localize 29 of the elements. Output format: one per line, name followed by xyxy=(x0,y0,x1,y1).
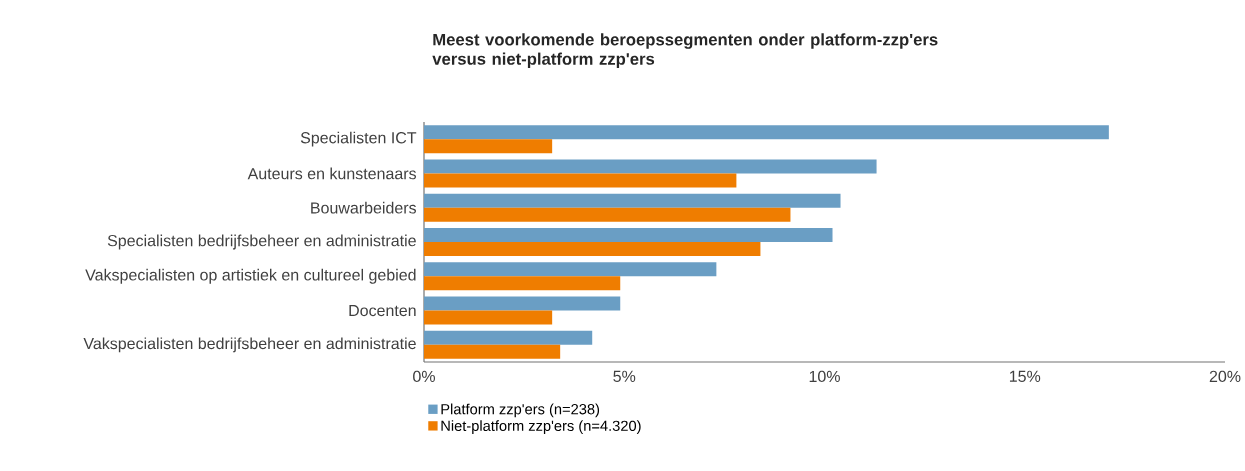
y-tick-label: Bouwarbeiders xyxy=(311,201,417,214)
x-tick-label: 0% xyxy=(413,370,435,383)
y-tick-label: Docenten xyxy=(349,305,416,317)
bar xyxy=(424,173,737,188)
y-tick-label: Vakspecialisten op artistiek en cultureel gebied xyxy=(85,268,416,284)
bar xyxy=(424,330,593,345)
bar xyxy=(424,193,841,208)
legend-label: Niet-platform zzp'ers (n=4.320) xyxy=(441,420,641,434)
y-tick-label: Specialisten ICT xyxy=(300,131,417,147)
y-tick-label: Vakspecialisten bedrijfsbeheer en administratie xyxy=(83,337,416,353)
bar xyxy=(424,262,717,277)
bar xyxy=(424,125,1109,140)
y-tick-label: Specialisten bedrijfsbeheer en administratie xyxy=(107,234,416,250)
bar xyxy=(424,242,761,256)
legend-label: Platform zzp'ers (n=238) xyxy=(441,403,600,418)
x-tick-label: 10% xyxy=(809,370,840,383)
x-tick-label: 5% xyxy=(613,370,636,382)
bar xyxy=(424,228,833,242)
x-tick-label: 20% xyxy=(1209,370,1241,383)
bar xyxy=(424,207,791,222)
y-tick-label: Auteurs en kunstenaars xyxy=(247,167,417,180)
bar xyxy=(424,276,621,291)
bar xyxy=(424,310,553,325)
bar xyxy=(424,296,621,311)
bar xyxy=(424,139,553,154)
x-tick-label: 15% xyxy=(1009,370,1041,382)
chart-title: Meest voorkomende beroepssegmenten onder platform-zzp'ers versus niet-platform zzp'ers xyxy=(432,33,938,69)
bar xyxy=(424,159,877,174)
bar xyxy=(424,344,561,359)
